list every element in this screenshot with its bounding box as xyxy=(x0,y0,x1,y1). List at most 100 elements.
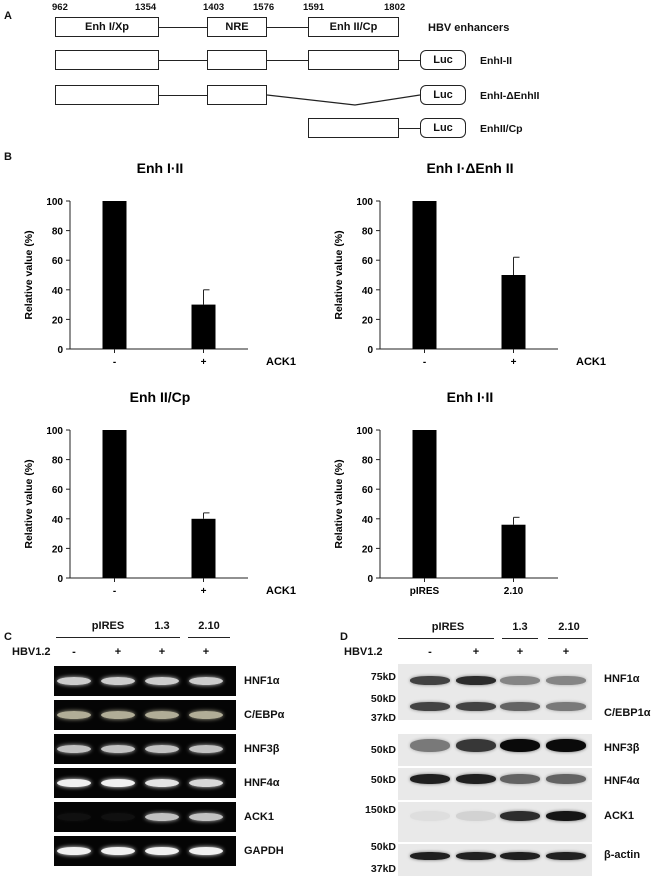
coord-962: 962 xyxy=(52,2,68,13)
blot-band xyxy=(500,811,540,821)
connector-line xyxy=(267,27,308,29)
chart-title: Enh I·II xyxy=(447,389,494,405)
y-tick-label: 80 xyxy=(52,456,64,467)
deletion-line xyxy=(267,94,420,106)
gel-row xyxy=(54,700,236,730)
y-tick-label: 0 xyxy=(367,574,373,585)
x-tick-label: - xyxy=(113,586,116,597)
lane-label: - xyxy=(428,646,432,658)
segment-box xyxy=(308,118,399,138)
gel-band xyxy=(145,677,179,685)
row-label-hbv: HBV1.2 xyxy=(344,646,383,658)
blot-band xyxy=(410,811,450,821)
protein-label-hnf3b: HNF3β xyxy=(604,742,640,754)
y-tick-label: 80 xyxy=(362,227,374,238)
coord-1802: 1802 xyxy=(384,2,406,13)
segment-box xyxy=(207,85,267,105)
gel-band xyxy=(189,847,223,855)
x-tick-label: - xyxy=(423,357,426,368)
lane-label: + xyxy=(114,646,122,658)
segment-box xyxy=(308,50,399,70)
y-tick-label: 60 xyxy=(52,256,64,267)
gel-band xyxy=(101,677,135,685)
gel-band xyxy=(189,745,223,753)
gel-band xyxy=(101,779,135,787)
blot-band xyxy=(456,701,496,711)
x-tick-label: pIRES xyxy=(410,586,440,597)
blot-band xyxy=(410,852,450,860)
marker-150kd: 150kD xyxy=(365,804,396,816)
gel-band xyxy=(145,745,179,753)
row-label-hbv: HBV1.2 xyxy=(12,646,51,658)
panel-letter-a: A xyxy=(4,10,12,22)
bar-chart-enh1-2: Enh I·II 0 20 40 60 80 100 Relative value (%) - +… xyxy=(23,160,296,368)
y-tick-label: 60 xyxy=(362,485,374,496)
connector-line xyxy=(159,27,207,29)
segment-box xyxy=(207,50,267,70)
y-axis-label: Relative value (%) xyxy=(333,459,345,548)
bar xyxy=(412,430,437,578)
lane-label: + xyxy=(472,646,480,658)
marker-50kd: 50kD xyxy=(370,841,396,853)
y-tick-label: 100 xyxy=(46,197,63,208)
gel-band xyxy=(101,711,135,719)
bar xyxy=(412,201,437,349)
gel-band xyxy=(57,745,91,753)
blot-band xyxy=(410,675,450,685)
segment-enh2-cp: Enh II/Cp xyxy=(308,17,399,37)
gel-band xyxy=(145,813,179,821)
protein-label-beta-actin: β-actin xyxy=(604,849,641,861)
y-tick-label: 60 xyxy=(52,485,64,496)
gel-band xyxy=(57,813,91,821)
group-underline xyxy=(188,637,230,639)
bar-chart-enh2-cp: Enh II/Cp 0 20 40 60 80 100 Relative value (%) -… xyxy=(23,389,296,597)
blot-band xyxy=(410,701,450,711)
blot-band xyxy=(546,774,586,784)
protein-label-hnf4a: HNF4α xyxy=(604,775,640,787)
y-tick-label: 40 xyxy=(362,515,374,526)
blot-band xyxy=(456,675,496,685)
gel-band xyxy=(57,677,91,685)
blot-row xyxy=(398,844,592,876)
y-tick-label: 0 xyxy=(57,574,63,585)
y-tick-label: 40 xyxy=(362,286,374,297)
construct-label-enh1-2: EnhI-II xyxy=(480,55,513,67)
blot-row xyxy=(398,768,592,800)
gene-label-hnf1a: HNF1α xyxy=(244,675,280,687)
construct-label-enh2-cp: EnhII/Cp xyxy=(480,123,523,135)
lane-label: + xyxy=(562,646,570,658)
panel-letter-d: D xyxy=(340,631,348,643)
bar xyxy=(102,430,127,578)
protein-label-cebp1a: C/EBP1α xyxy=(604,707,651,719)
coord-1576: 1576 xyxy=(253,2,275,13)
gel-band xyxy=(145,847,179,855)
gel-band xyxy=(145,779,179,787)
blot-band xyxy=(410,738,450,752)
x-axis-label: ACK1 xyxy=(576,356,606,368)
coord-1591: 1591 xyxy=(303,2,325,13)
marker-75kd: 75kD xyxy=(370,671,396,683)
gel-row xyxy=(54,768,236,798)
panel-letter-b: B xyxy=(4,151,12,163)
y-tick-label: 80 xyxy=(362,456,374,467)
group-underline xyxy=(144,637,180,639)
marker-50kd: 50kD xyxy=(370,744,396,756)
bar-chart-enh1-delta-enh2: Enh I·ΔEnh II 0 20 40 60 80 100 Relative value … xyxy=(333,160,606,368)
gel-row xyxy=(54,734,236,764)
gel-band xyxy=(101,745,135,753)
segment-enh1-xp: Enh I/Xp xyxy=(55,17,159,37)
bar-chart-enh1-2-clone: Enh I·II 0 20 40 60 80 100 Relative value (%) pI… xyxy=(333,389,558,597)
x-tick-label: - xyxy=(113,357,116,368)
blot-band xyxy=(500,738,540,752)
marker-50kd: 50kD xyxy=(370,774,396,786)
group-underline xyxy=(56,637,160,639)
blot-band xyxy=(500,852,540,860)
gel-band xyxy=(101,847,135,855)
protein-label-ack1: ACK1 xyxy=(604,810,634,822)
marker-37kd: 37kD xyxy=(370,863,396,875)
gel-band xyxy=(189,677,223,685)
x-tick-label: 2.10 xyxy=(504,586,524,597)
x-tick-label: + xyxy=(201,586,207,597)
x-axis-label: ACK1 xyxy=(266,356,296,368)
construct-label-enh1-delta-enh2: EnhI-ΔEnhII xyxy=(480,90,540,102)
